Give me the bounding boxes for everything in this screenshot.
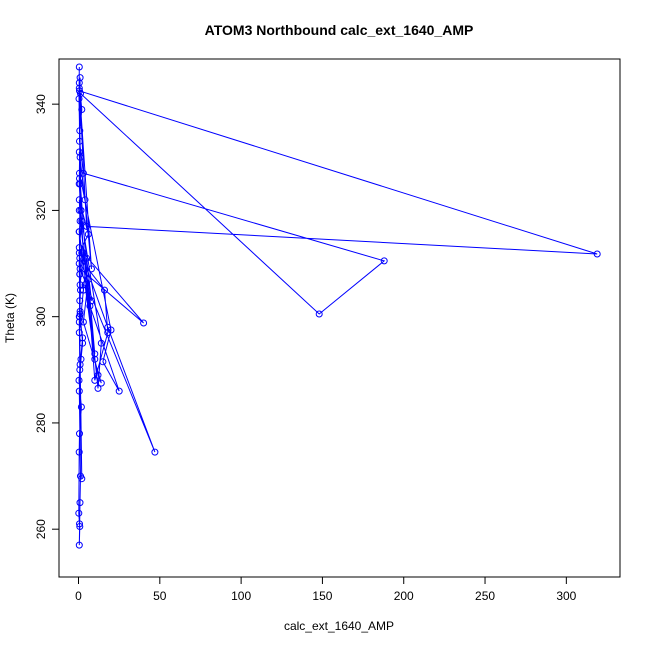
x-tick-label: 50 [153, 589, 167, 603]
data-point [76, 366, 84, 374]
data-point [76, 87, 83, 95]
data-point [75, 79, 83, 87]
data-point [83, 222, 91, 230]
data-point [76, 499, 84, 507]
data-point [101, 286, 108, 294]
x-tick-label: 0 [75, 589, 82, 603]
data-point [94, 384, 102, 392]
data-point [91, 355, 99, 363]
data-point [75, 509, 83, 517]
data-point [75, 541, 83, 549]
data-point [76, 307, 84, 315]
y-tick-label: 300 [34, 306, 48, 326]
y-tick-label: 320 [34, 200, 48, 220]
data-point [75, 376, 83, 384]
data-point [76, 310, 84, 318]
data-point [76, 281, 84, 289]
data-point [79, 339, 87, 347]
data-point [91, 350, 99, 358]
data-point [75, 249, 83, 257]
data-point [83, 254, 91, 262]
series-line [78, 66, 598, 546]
data-point [76, 137, 83, 145]
data-point [76, 270, 84, 278]
data-point [99, 358, 107, 366]
data-point [315, 310, 323, 318]
data-point [76, 74, 84, 82]
data-point [115, 387, 123, 395]
data-point [79, 334, 87, 342]
data-point [76, 153, 84, 161]
data-point [88, 265, 95, 273]
data-point [593, 250, 601, 258]
data-point [78, 217, 86, 225]
y-axis: 260 280 300 320 340 [34, 94, 60, 539]
data-point [77, 286, 84, 294]
data-point [75, 84, 83, 92]
data-point [75, 318, 83, 326]
data-point [76, 297, 84, 305]
data-point [76, 254, 84, 262]
data-point [76, 313, 83, 321]
data-point [104, 323, 112, 331]
x-tick-label: 250 [475, 589, 495, 603]
x-tick-label: 100 [231, 589, 251, 603]
data-point [77, 403, 85, 411]
data-point [79, 249, 87, 257]
data-point [380, 257, 388, 265]
x-tick-label: 200 [394, 589, 414, 603]
data-point [76, 430, 83, 438]
data-point [75, 244, 83, 252]
data-point [75, 329, 83, 337]
series-line-path [78, 66, 598, 546]
data-point [86, 302, 94, 310]
data-point [91, 376, 99, 384]
data-point [75, 228, 83, 236]
data-point [76, 127, 84, 135]
data-point [84, 230, 92, 238]
data-point [76, 265, 84, 273]
data-point [75, 387, 83, 395]
data-point [75, 63, 83, 71]
y-tick-label: 280 [34, 413, 48, 433]
data-point [94, 371, 102, 379]
data-point [77, 206, 85, 214]
data-point [79, 318, 87, 326]
data-point [81, 196, 89, 204]
data-point [76, 523, 84, 530]
chart-title: ATOM3 Northbound calc_ext_1640_AMP [205, 22, 474, 38]
data-point [76, 520, 83, 528]
data-point [84, 276, 92, 283]
data-point [77, 355, 85, 363]
data-points [75, 63, 601, 549]
data-point [76, 175, 83, 182]
data-point [76, 361, 84, 368]
data-point [140, 319, 148, 327]
x-tick-label: 150 [312, 589, 332, 603]
x-tick-label: 300 [556, 589, 576, 603]
y-tick-label: 340 [34, 94, 48, 114]
data-point [79, 169, 87, 177]
x-axis-label: calc_ext_1640_AMP [284, 619, 394, 633]
data-point [75, 148, 83, 156]
data-point [97, 379, 105, 387]
y-tick-label: 260 [34, 519, 48, 539]
data-point [75, 448, 83, 456]
data-point [81, 281, 89, 289]
x-axis: 0 50 100 150 200 250 300 [75, 576, 577, 603]
data-point [76, 169, 83, 177]
data-point [151, 448, 159, 456]
data-point [78, 475, 86, 483]
data-point [76, 180, 84, 188]
data-point [97, 339, 105, 347]
plot-frame [58, 58, 621, 578]
data-point [78, 106, 86, 113]
y-axis-label: Theta (K) [3, 293, 17, 343]
